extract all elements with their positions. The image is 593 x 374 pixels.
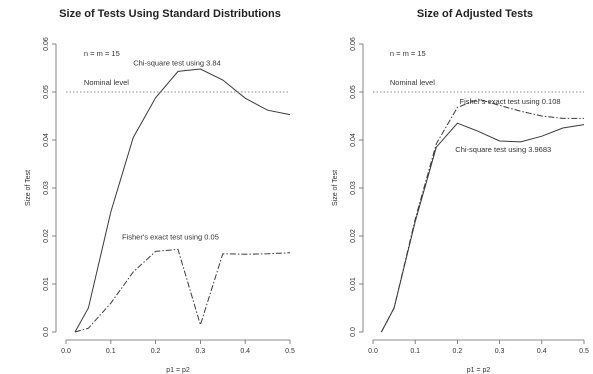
y-tick-label: 0.02 [350, 229, 357, 243]
y-tick-label: 0.0 [350, 327, 357, 337]
y-tick-label: 0.06 [350, 37, 357, 51]
x-tick-label: 0.4 [537, 348, 547, 355]
y-axis-label: Size of Test [332, 170, 339, 206]
x-tick-label: 0.0 [368, 348, 378, 355]
series-line-solid [380, 122, 585, 333]
y-tick-label: 0.03 [350, 181, 357, 195]
x-tick-label: 0.4 [240, 348, 250, 355]
y-tick-label: 0.01 [350, 277, 357, 291]
chart-annotation: Chi-square test using 3.84 [133, 59, 221, 68]
y-tick-label: 0.04 [43, 133, 50, 147]
y-tick-label: 0.02 [43, 229, 50, 243]
series-line-solid [74, 68, 291, 333]
x-tick-label: 0.2 [151, 348, 161, 355]
chart-annotation: n = m = 15 [84, 49, 120, 58]
series-line-dotdash [380, 98, 584, 333]
x-tick-label: 0.3 [495, 348, 505, 355]
y-tick-label: 0.05 [43, 85, 50, 99]
y-tick-label: 0.0 [43, 327, 50, 337]
x-axis-label: p1 = p2 [166, 367, 190, 374]
chart-panel-2: Size of Adjusted Tests 0.0 0.01 0.02 0.03 0.0… [332, 8, 589, 374]
chart-title: Size of Tests Using Standard Distributio… [59, 8, 281, 20]
chart-annotation: Chi-square test using 3.9683 [455, 145, 551, 154]
y-tick-label: 0.05 [350, 85, 357, 99]
x-tick-label: 0.0 [61, 348, 71, 355]
chart-title: Size of Adjusted Tests [417, 8, 533, 20]
x-tick-label: 0.3 [196, 348, 206, 355]
x-tick-label: 0.1 [106, 348, 116, 355]
y-tick-label: 0.04 [350, 133, 357, 147]
chart-annotation: Nominal level [84, 78, 129, 87]
x-tick-label: 0.5 [579, 348, 589, 355]
x-tick-label: 0.1 [410, 348, 420, 355]
chart-annotation: Nominal level [390, 78, 435, 87]
y-axis-label: Size of Test [25, 170, 32, 206]
chart-panel-1: Size of Tests Using Standard Distributio… [25, 8, 295, 374]
x-axis-label: p1 = p2 [467, 367, 491, 374]
chart-annotation: n = m = 15 [390, 49, 426, 58]
chart-annotation: Fisher's exact test using 0.05 [122, 232, 219, 241]
chart-annotation: Fisher's exact test using 0.108 [460, 97, 561, 106]
x-tick-label: 0.5 [285, 348, 295, 355]
y-tick-label: 0.03 [43, 181, 50, 195]
y-tick-label: 0.06 [43, 37, 50, 51]
y-tick-label: 0.01 [43, 277, 50, 291]
series-line-dotdash [74, 248, 291, 333]
x-tick-label: 0.2 [453, 348, 463, 355]
